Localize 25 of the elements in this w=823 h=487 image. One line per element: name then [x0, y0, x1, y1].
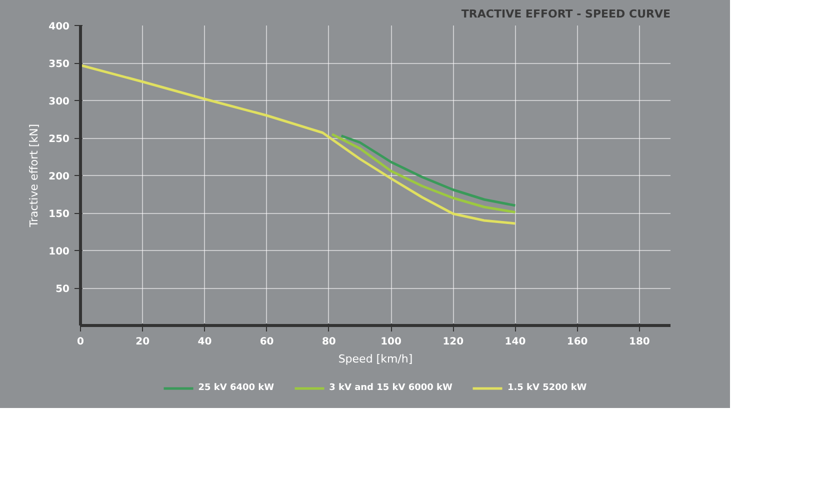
y-tick-label: 100 [48, 246, 70, 258]
line-series [80, 64, 516, 225]
x-tick-label: 180 [629, 336, 650, 348]
x-axis-title: Speed [km/h] [338, 352, 413, 366]
x-tick-label: 140 [504, 336, 526, 348]
y-tick-label: 200 [48, 172, 70, 182]
y-tick-label: 300 [48, 96, 70, 108]
y-tick-label: 150 [48, 209, 70, 220]
legend-label: 25 kV 6400 kW [198, 383, 274, 393]
x-tick-label: 120 [442, 336, 464, 348]
x-tick-label: 20 [136, 336, 150, 348]
x-tick-label: 100 [380, 336, 402, 348]
x-tick-label: 40 [198, 336, 212, 348]
legend-label: 3 kV and 15 kV 6000 kW [329, 383, 452, 393]
legend-label: 1.5 kV 5200 kW [507, 383, 587, 393]
x-tick-label: 160 [566, 336, 588, 348]
y-tick-label: 50 [56, 284, 70, 295]
y-axis-title: Tractive effort [kN] [28, 124, 41, 228]
x-tick-label: 0 [77, 336, 84, 348]
y-tick-label: 350 [48, 59, 70, 70]
x-tick-label: 80 [322, 336, 336, 348]
x-tick-label: 60 [260, 336, 274, 348]
chart-title: TRACTIVE EFFORT - SPEED CURVE [461, 8, 671, 20]
y-tick-label: 250 [48, 134, 70, 145]
y-tick-label: 400 [48, 22, 70, 32]
